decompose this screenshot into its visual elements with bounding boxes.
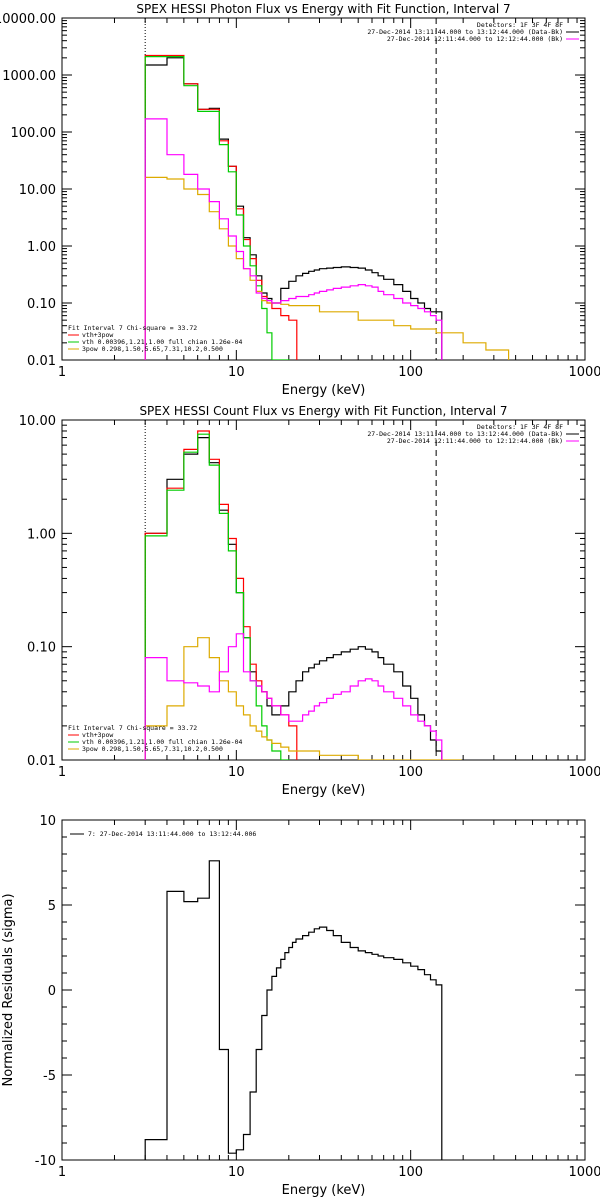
series-line-5: [144, 633, 443, 760]
legend-entry: 27-Dec-2014 12:11:44.000 to 12:12:44.000…: [387, 35, 563, 43]
fit-legend: Fit Interval 7 Chi-square = 33.72vth+3po…: [68, 724, 243, 753]
x-tick-label: 10: [228, 1165, 245, 1180]
series-line-5: [144, 118, 443, 360]
legend-entry: Detectors: 1F 3F 4F 8F: [477, 21, 563, 29]
series-line-1: [144, 57, 443, 360]
chart-title: SPEX HESSI Count Flux vs Energy with Fit…: [139, 404, 507, 418]
legend-entry: 27-Dec-2014 13:11:44.000 to 13:12:44.000…: [367, 430, 563, 438]
y-tick-label: 1000.00: [2, 69, 56, 84]
fit-legend-entry: 3pow 0.298,1.50,5.65,7.31,10.2,0.500: [82, 745, 223, 753]
x-axis-label: Energy (keV): [282, 383, 366, 398]
x-tick-label: 1: [58, 365, 66, 380]
series-line-2: [144, 54, 298, 360]
y-tick-label: 0.10: [27, 641, 56, 656]
x-tick-label: 100: [398, 1165, 423, 1180]
plot-frame: [61, 419, 586, 761]
fit-legend-entry: Fit Interval 7 Chi-square = 33.72: [68, 724, 197, 732]
series-line-4: [144, 176, 510, 360]
y-axis-label: Normalized Residuals (sigma): [1, 893, 16, 1086]
x-tick-label: 10: [228, 365, 245, 380]
legend-entry: 27-Dec-2014 12:11:44.000 to 12:12:44.000…: [387, 437, 563, 445]
y-tick-label: 0.10: [27, 297, 56, 312]
y-tick-label: -5: [43, 1069, 56, 1084]
y-tick-label: 10: [39, 814, 56, 829]
x-tick-label: 100: [398, 365, 423, 380]
fit-legend-entry: vth+3pow: [82, 731, 113, 739]
y-tick-label: 0.01: [27, 354, 56, 369]
x-tick-label: 1000: [568, 765, 600, 780]
x-axis-label: Energy (keV): [282, 1183, 366, 1198]
y-tick-label: 0: [48, 984, 56, 999]
x-tick-label: 10: [228, 765, 245, 780]
fit-legend-entry: vth 0.00396,1.21,1.00 full chian 1.26e-0…: [82, 738, 243, 746]
series-line-2: [144, 430, 298, 760]
legend-entry: 7: 27-Dec-2014 13:11:44.000 to 13:12:44.…: [88, 830, 256, 838]
chart-1: 1 10 100 1000 0.01 0.10 1.00 10.00 100.00 1000.00…: [0, 2, 600, 398]
x-tick-label: 1: [58, 765, 66, 780]
chart-title: SPEX HESSI Photon Flux vs Energy with Fi…: [136, 2, 510, 16]
y-tick-label: 1.00: [27, 240, 56, 255]
x-tick-label: 1: [58, 1165, 66, 1180]
legend-entry: Detectors: 1F 3F 4F 8F: [477, 423, 563, 431]
series-line-1: [144, 437, 443, 760]
series-line-1: [144, 860, 443, 1160]
x-axis-label: Energy (keV): [282, 783, 366, 798]
y-tick-label: 10.00: [19, 183, 56, 198]
x-tick-label: 1000: [568, 1165, 600, 1180]
fit-legend-entry: 3pow 0.298,1.50,5.65,7.31,10.2,0.500: [82, 345, 223, 353]
legend-entry: 27-Dec-2014 13:11:44.000 to 13:12:44.000…: [367, 28, 563, 36]
fit-legend-entry: vth 0.00396,1.21,1.00 full chian 1.26e-0…: [82, 338, 243, 346]
x-tick-label: 100: [398, 765, 423, 780]
y-tick-label: 1.00: [27, 527, 56, 542]
chart-2: 1 10 100 1000 0.01 0.10 1.00 10.00 SPEX HESSI Co…: [19, 404, 600, 798]
y-tick-label: 10000.00: [0, 12, 56, 27]
fit-legend: Fit Interval 7 Chi-square = 33.72vth+3po…: [68, 324, 243, 353]
fit-legend-entry: vth+3pow: [82, 331, 113, 339]
series-line-3: [144, 56, 290, 360]
y-tick-label: -10: [35, 1154, 56, 1169]
chart-3: 1 10 100 1000 -10 -5 0 5 10 Energy (keV) Normalize…: [1, 814, 600, 1198]
plot-frame: [61, 17, 586, 361]
y-tick-label: 100.00: [11, 126, 57, 141]
y-tick-label: 10.00: [19, 414, 56, 429]
y-tick-label: 0.01: [27, 754, 56, 769]
series-line-4: [144, 637, 462, 760]
plot-frame: [61, 819, 586, 1161]
fit-legend-entry: Fit Interval 7 Chi-square = 33.72: [68, 324, 197, 332]
y-tick-label: 5: [48, 899, 56, 914]
x-tick-label: 1000: [568, 365, 600, 380]
